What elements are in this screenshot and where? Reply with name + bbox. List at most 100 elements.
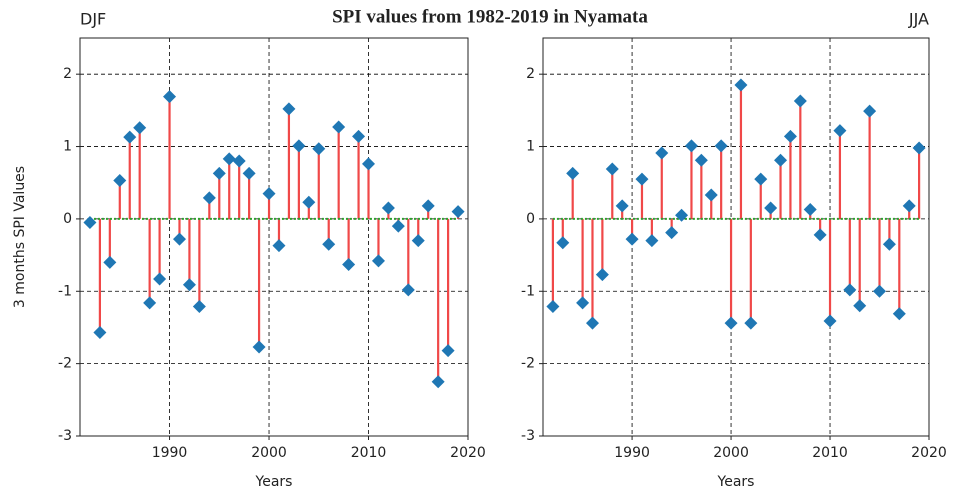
x-axis-label: Years <box>255 474 293 490</box>
marker <box>441 344 455 358</box>
marker <box>882 237 896 251</box>
marker <box>362 157 376 171</box>
marker <box>451 205 465 219</box>
marker <box>863 104 877 118</box>
y-axis-label: 3 months SPI Values <box>12 166 28 308</box>
y-tick-label: -3 <box>521 428 535 444</box>
marker <box>163 90 177 104</box>
marker <box>892 307 906 321</box>
axes-frame <box>79 37 469 437</box>
marker <box>143 296 157 310</box>
marker <box>232 154 246 168</box>
y-tick-label: 1 <box>526 139 535 155</box>
marker <box>754 172 768 186</box>
marker <box>153 272 167 286</box>
marker <box>635 172 649 186</box>
marker <box>783 129 797 143</box>
marker <box>585 316 599 330</box>
marker <box>665 226 679 240</box>
marker <box>352 129 366 143</box>
marker <box>421 199 435 213</box>
y-tick-label: -1 <box>521 283 535 299</box>
marker <box>192 299 206 313</box>
marker <box>764 201 778 215</box>
x-tick-label: 2010 <box>812 445 848 461</box>
marker <box>83 216 97 230</box>
marker <box>282 102 296 116</box>
marker <box>322 237 336 251</box>
marker <box>212 166 226 180</box>
marker <box>833 124 847 138</box>
marker <box>391 219 405 233</box>
marker <box>113 174 127 188</box>
marker <box>556 236 570 250</box>
y-tick-label: 0 <box>526 211 535 227</box>
marker <box>302 195 316 209</box>
marker <box>793 94 807 108</box>
marker <box>595 268 609 282</box>
marker <box>813 228 827 242</box>
marker <box>342 257 356 271</box>
marker <box>655 146 669 160</box>
axes-frame <box>542 37 930 437</box>
marker <box>332 120 346 134</box>
marker <box>546 299 560 313</box>
x-tick-label: 1990 <box>614 445 650 461</box>
marker <box>401 283 415 297</box>
y-tick-label: 0 <box>63 211 72 227</box>
marker <box>172 232 186 246</box>
figure-title: SPI values from 1982-2019 in Nyamata <box>332 6 648 27</box>
marker <box>625 232 639 246</box>
marker <box>576 296 590 310</box>
marker <box>381 201 395 215</box>
marker <box>566 166 580 180</box>
y-tick-label: -2 <box>58 356 72 372</box>
marker <box>93 326 107 340</box>
marker <box>645 234 659 248</box>
marker <box>371 254 385 268</box>
marker <box>803 203 817 217</box>
marker <box>823 314 837 328</box>
marker <box>615 199 629 213</box>
marker <box>242 166 256 180</box>
y-tick-label: 1 <box>63 139 72 155</box>
marker <box>734 78 748 92</box>
y-tick-label: -2 <box>521 356 535 372</box>
marker <box>902 199 916 213</box>
marker <box>411 234 425 248</box>
marker <box>843 283 857 297</box>
marker <box>853 299 867 313</box>
y-tick-label: -1 <box>58 283 72 299</box>
x-tick-label: 2000 <box>251 445 287 461</box>
marker <box>744 316 758 330</box>
x-tick-label: 2000 <box>713 445 749 461</box>
marker <box>123 130 137 144</box>
marker <box>704 188 718 202</box>
marker <box>262 187 276 201</box>
marker <box>605 162 619 176</box>
marker <box>312 142 326 156</box>
x-tick-label: 2020 <box>911 445 947 461</box>
marker <box>694 153 708 167</box>
marker <box>133 121 147 135</box>
x-tick-label: 2020 <box>450 445 486 461</box>
marker <box>912 141 926 155</box>
marker <box>252 340 266 354</box>
y-tick-label: 2 <box>63 66 72 82</box>
marker <box>431 375 445 389</box>
marker <box>675 208 689 222</box>
marker <box>103 255 117 269</box>
marker <box>272 239 286 253</box>
marker <box>714 139 728 153</box>
marker <box>222 152 236 166</box>
x-axis-label: Years <box>717 474 755 490</box>
y-tick-label: 2 <box>526 66 535 82</box>
x-tick-label: 1990 <box>152 445 188 461</box>
marker <box>202 191 216 205</box>
marker <box>873 284 887 298</box>
y-tick-label: -3 <box>58 428 72 444</box>
marker <box>724 316 738 330</box>
marker <box>684 139 698 153</box>
panel-title: DJF <box>80 10 106 29</box>
